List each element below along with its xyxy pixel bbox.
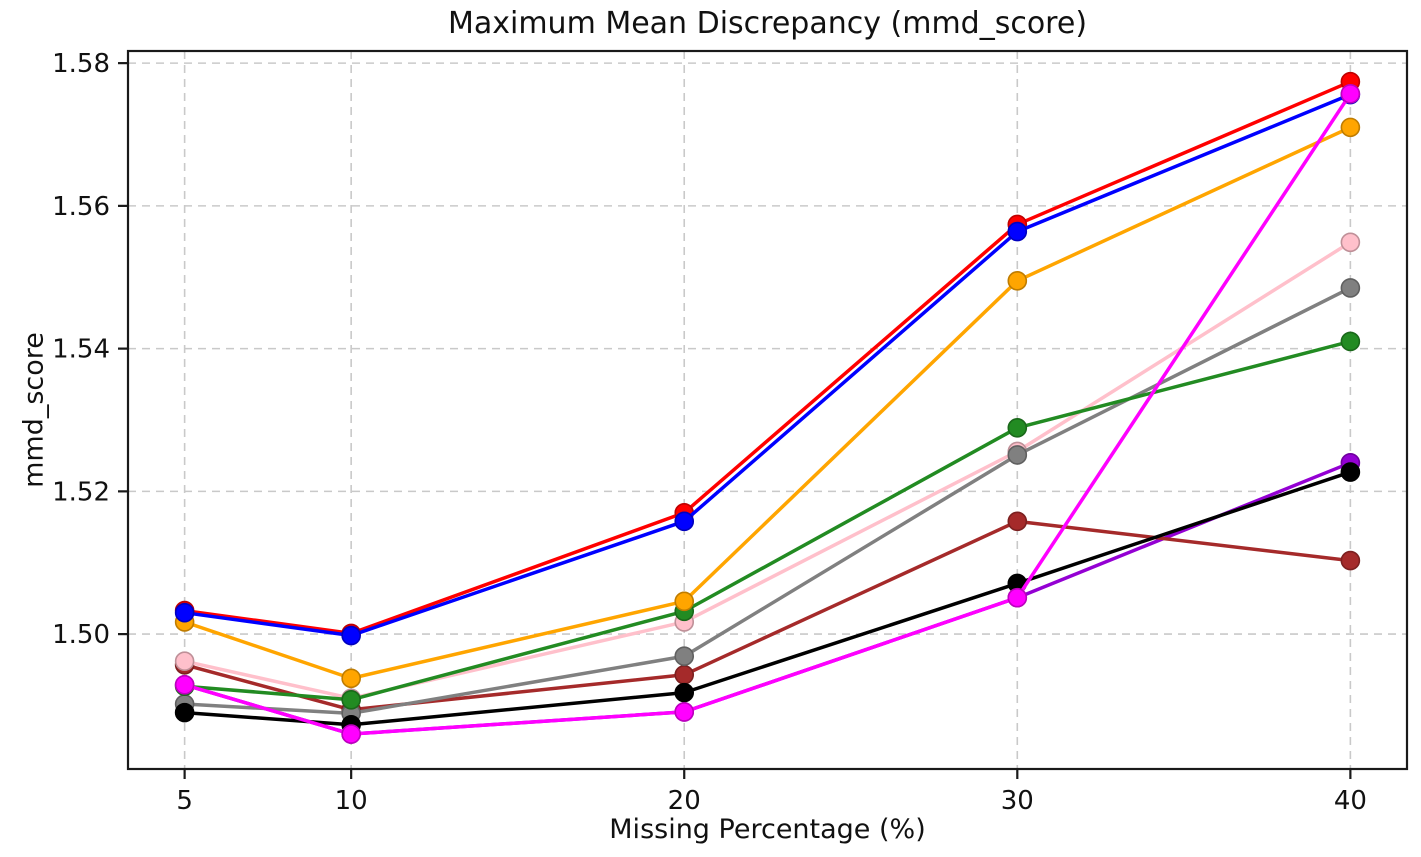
y-tick-label-1.52: 1.52 — [52, 477, 110, 507]
series-point-pink-x40 — [1340, 232, 1361, 253]
x-tick-label-5: 5 — [176, 786, 193, 816]
series-point-orange-x30 — [1007, 271, 1028, 291]
series-point-magenta-x10 — [341, 724, 361, 744]
plot-border — [126, 49, 1409, 771]
series-point-green-x30 — [1007, 418, 1028, 438]
series-line-orange — [182, 125, 1353, 681]
series-point-orange-x20 — [674, 591, 695, 612]
series-line-black — [182, 470, 1353, 727]
series-point-black-x5 — [174, 702, 195, 723]
series-point-black-x20 — [674, 682, 695, 703]
x-tick-label-10: 10 — [335, 786, 368, 816]
series-point-blue-x30 — [1007, 221, 1028, 242]
series-point-magenta-x5 — [174, 674, 195, 695]
series-point-magenta-x30 — [1007, 587, 1028, 608]
series-line-blue — [182, 92, 1353, 638]
x-tick-label-30: 30 — [1001, 786, 1034, 816]
series-point-gray-x30 — [1007, 445, 1028, 465]
series-point-gray-x20 — [674, 646, 695, 667]
x-tick-label-40: 40 — [1334, 786, 1367, 816]
y-tick-label-1.54: 1.54 — [52, 335, 110, 365]
y-tick-label-1.58: 1.58 — [52, 49, 110, 79]
y-tick-label-1.56: 1.56 — [52, 192, 110, 222]
series-point-gray-x40 — [1340, 278, 1361, 298]
series-point-magenta-x20 — [674, 702, 695, 722]
series-point-brown-x40 — [1340, 550, 1361, 571]
series-point-orange-x10 — [341, 668, 361, 689]
series-point-blue-x5 — [174, 602, 195, 623]
series-point-brown-x20 — [674, 664, 695, 685]
y-axis-label: mmd_score — [18, 332, 50, 488]
series-point-green-x40 — [1340, 331, 1361, 352]
series-point-pink-x5 — [174, 651, 195, 672]
series-point-black-x40 — [1340, 462, 1361, 482]
series-point-magenta-x40 — [1340, 84, 1361, 104]
series-point-brown-x30 — [1007, 511, 1028, 532]
x-axis-label: Missing Percentage (%) — [609, 814, 926, 845]
series-point-blue-x10 — [341, 625, 361, 646]
y-tick-label-1.5: 1.50 — [52, 620, 110, 650]
series-point-blue-x20 — [674, 511, 695, 532]
x-tick-label-20: 20 — [668, 786, 701, 816]
chart-title: Maximum Mean Discrepancy (mmd_score) — [447, 6, 1088, 41]
series-point-green-x10 — [341, 689, 361, 710]
series-point-orange-x40 — [1340, 117, 1361, 138]
